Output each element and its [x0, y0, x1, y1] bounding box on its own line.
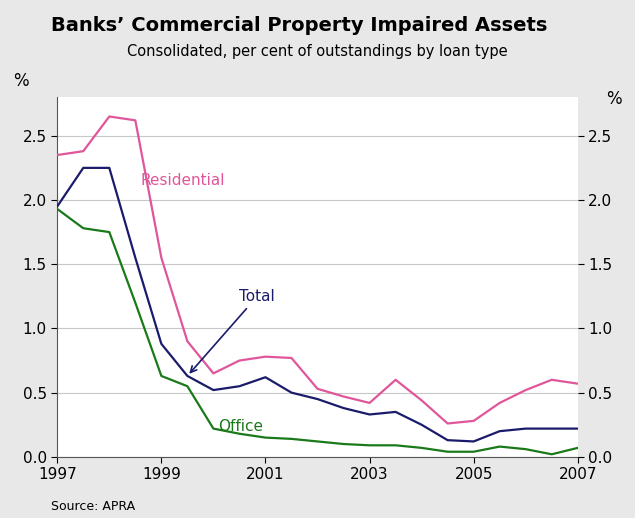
Text: Total: Total	[190, 289, 275, 372]
Y-axis label: %: %	[13, 72, 29, 90]
Text: Residential: Residential	[140, 173, 225, 188]
Text: Banks’ Commercial Property Impaired Assets: Banks’ Commercial Property Impaired Asse…	[51, 16, 547, 35]
Text: Consolidated, per cent of outstandings by loan type: Consolidated, per cent of outstandings b…	[127, 44, 508, 59]
Y-axis label: %: %	[606, 90, 622, 108]
Text: Source: APRA: Source: APRA	[51, 500, 135, 513]
Text: Office: Office	[218, 419, 264, 434]
